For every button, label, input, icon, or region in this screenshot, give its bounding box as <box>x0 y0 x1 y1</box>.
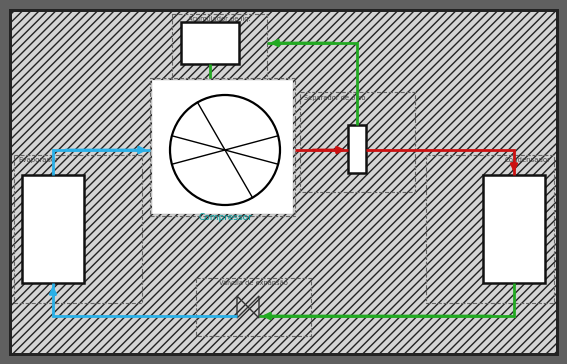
Text: Compressor: Compressor <box>202 80 243 86</box>
Bar <box>426 155 554 303</box>
Text: Evaporador: Evaporador <box>18 157 58 163</box>
Text: Compressor: Compressor <box>198 213 252 222</box>
Bar <box>172 14 267 80</box>
Bar <box>300 92 415 192</box>
Bar <box>181 22 239 64</box>
Circle shape <box>170 95 280 205</box>
Text: Válvula de expansão: Válvula de expansão <box>219 280 288 286</box>
Bar <box>14 155 142 303</box>
Text: Acumulador de líq.: Acumulador de líq. <box>188 16 251 23</box>
Bar <box>348 125 366 173</box>
Bar <box>22 175 84 283</box>
Bar <box>483 175 545 283</box>
Bar <box>150 78 295 216</box>
Bar <box>196 278 311 336</box>
Text: Separador de óleo: Separador de óleo <box>304 94 366 101</box>
Text: Condensador: Condensador <box>505 157 551 163</box>
Bar <box>152 80 293 214</box>
